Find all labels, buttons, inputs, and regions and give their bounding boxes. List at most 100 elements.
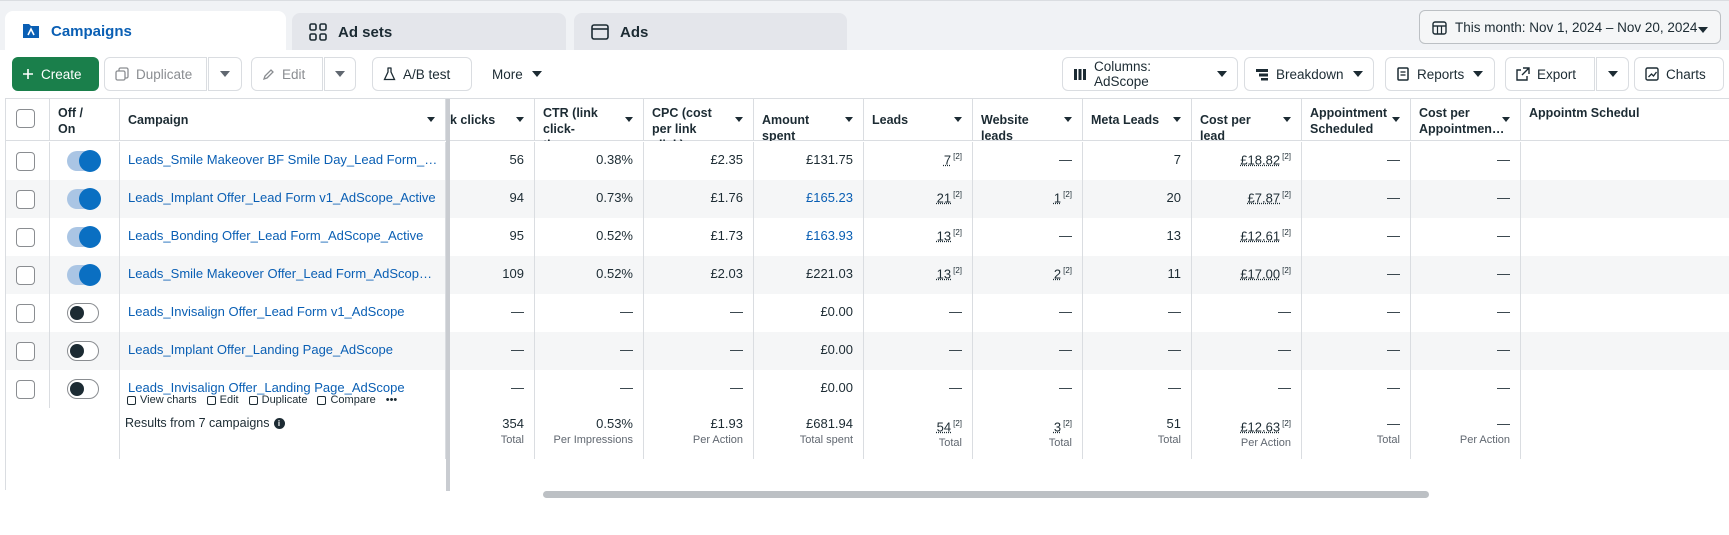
cell-overflow [1521,294,1729,332]
cell-value: — [1278,304,1291,319]
view-charts-action[interactable]: View charts [127,394,197,406]
campaign-name-link[interactable]: Leads_Invisalign Offer_Landing Page_AdSc… [120,370,446,408]
flask-icon [383,67,396,81]
toggle-knob [79,188,101,210]
cell-spent: £165.23 [754,180,864,218]
ab-test-button[interactable]: A/B test [372,57,472,91]
sort-caret-icon [1064,117,1072,122]
cell-value[interactable]: £163.93 [806,228,853,243]
select-all-checkbox[interactable] [16,109,35,128]
header-amount-spent[interactable]: Amount spent [754,99,864,141]
cell-value: — [1497,342,1510,357]
table-row[interactable]: Leads_Bonding Offer_Lead Form_AdScope_Ac… [6,218,1729,256]
row-toggle-cell [50,332,120,370]
row-checkbox[interactable] [16,380,35,399]
cell-web-leads: — [973,332,1083,370]
row-checkbox[interactable] [16,342,35,361]
export-dropdown[interactable] [1596,57,1629,91]
campaign-toggle[interactable] [67,264,101,286]
header-ctr[interactable]: CTR (link click-throug… [535,99,644,141]
header-link-clicks[interactable]: k clicks [450,99,535,141]
date-range-picker[interactable]: This month: Nov 1, 2024 – Nov 20, 2024 [1419,10,1721,44]
table-row[interactable]: Leads_Smile Makeover BF Smile Day_Lead F… [6,142,1729,180]
cell-cpl: £7.87 [2] [1192,180,1302,218]
campaign-toggle[interactable] [67,303,99,323]
header-website-leads[interactable]: Website leads [973,99,1083,141]
tab-ads[interactable]: Ads [574,13,847,51]
chevron-down-icon [1352,71,1363,77]
total-value: £12.63 [1240,419,1281,435]
info-icon[interactable]: i [273,417,285,429]
row-select-cell [6,218,50,256]
row-select-cell [6,142,50,180]
table-row[interactable]: Leads_Implant Offer_Lead Form v1_AdScope… [6,180,1729,218]
reports-button[interactable]: Reports [1385,57,1495,91]
header-cost-per-appointment[interactable]: Cost per Appointmen… [1411,99,1521,141]
header-cost-per-lead[interactable]: Cost per lead [1192,99,1302,141]
campaign-name-link[interactable]: Leads_Invisalign Offer_Lead Form v1_AdSc… [120,294,446,332]
edit-action[interactable]: Edit [206,394,239,406]
cell-ctr: 0.73% [535,180,644,218]
campaign-name-link[interactable]: Leads_Smile Makeover BF Smile Day_Lead F… [120,142,446,180]
campaign-toggle[interactable] [67,226,101,248]
breakdown-label: Breakdown [1276,66,1344,82]
header-appointment-scheduled[interactable]: Appointment Scheduled [1302,99,1411,141]
cell-leads: 13 [2] [864,218,973,256]
cell-value: £17.00 [1240,266,1281,282]
sort-caret-icon [427,117,435,122]
header-off-on[interactable]: Off / On [50,99,120,141]
cell-value[interactable]: £165.23 [806,190,853,205]
row-checkbox[interactable] [16,228,35,247]
horizontal-scrollbar[interactable] [543,491,1429,498]
campaign-toggle[interactable] [67,188,101,210]
cell-value: — [1387,152,1400,167]
campaign-name-link[interactable]: Leads_Implant Offer_Lead Form v1_AdScope… [120,180,446,218]
table-row[interactable]: Leads_Invisalign Offer_Landing Page_AdSc… [6,370,1729,408]
header-appointment-scheduled-2[interactable]: Appointm Schedul [1521,99,1729,141]
duplicate-button[interactable]: Duplicate [104,57,207,91]
compare-action[interactable]: Compare [317,394,376,406]
charts-button[interactable]: Charts [1634,57,1724,91]
row-checkbox[interactable] [16,266,35,285]
cell-value: — [730,304,743,319]
cell-ctr: — [535,370,644,408]
toggle-knob [70,306,84,320]
total-value: 354 [502,416,524,431]
tab-ad-sets[interactable]: Ad sets [292,13,566,51]
duplicate-dropdown[interactable] [208,57,242,91]
more-actions-button[interactable]: ••• [386,394,398,406]
cell-web-leads: — [973,370,1083,408]
campaign-toggle[interactable] [67,150,101,172]
breakdown-button[interactable]: Breakdown [1244,57,1374,91]
tab-campaigns[interactable]: Campaigns [5,11,286,51]
cell-value: 1 [1053,190,1062,206]
cell-value: — [1059,380,1072,395]
columns-button[interactable]: Columns: AdScope [1062,57,1238,91]
header-cpc[interactable]: CPC (cost per link click) [644,99,754,141]
date-range-label: This month: Nov 1, 2024 – Nov 20, 2024 [1455,19,1698,35]
header-meta-leads[interactable]: Meta Leads [1083,99,1192,141]
campaign-name-link[interactable]: Leads_Implant Offer_Landing Page_AdScope [120,332,446,370]
duplicate-action[interactable]: Duplicate [248,394,307,406]
export-button[interactable]: Export [1505,57,1595,91]
campaign-name-link[interactable]: Leads_Bonding Offer_Lead Form_AdScope_Ac… [120,218,446,256]
edit-button[interactable]: Edit [251,57,323,91]
table-row[interactable]: Leads_Smile Makeover Offer_Lead Form_AdS… [6,256,1729,294]
row-checkbox[interactable] [16,304,35,323]
header-campaign[interactable]: Campaign [120,99,446,141]
header-label: Appointm Schedul [1529,106,1640,120]
table-row[interactable]: Leads_Implant Offer_Landing Page_AdScope… [6,332,1729,370]
header-leads[interactable]: Leads [864,99,973,141]
campaign-name-link[interactable]: Leads_Smile Makeover Offer_Lead Form_AdS… [120,256,446,294]
campaign-toggle[interactable] [67,379,99,399]
edit-dropdown[interactable] [324,57,356,91]
campaign-toggle[interactable] [67,341,99,361]
header-label: k clicks [450,113,496,127]
table-row[interactable]: Leads_Invisalign Offer_Lead Form v1_AdSc… [6,294,1729,332]
row-toggle-cell [50,180,120,218]
row-checkbox[interactable] [16,152,35,171]
cell-value: — [1497,190,1510,205]
more-button[interactable]: More [482,57,552,91]
create-button[interactable]: Create [12,57,99,91]
row-checkbox[interactable] [16,190,35,209]
